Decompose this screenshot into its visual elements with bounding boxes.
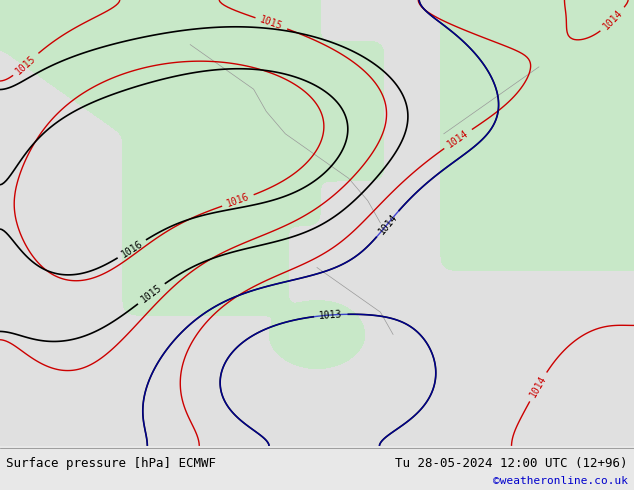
Text: 1014: 1014	[446, 128, 470, 149]
Text: 1015: 1015	[259, 15, 284, 32]
Text: ©weatheronline.co.uk: ©weatheronline.co.uk	[493, 476, 628, 486]
Text: 1016: 1016	[225, 192, 250, 209]
Point	[0, 442, 5, 450]
Text: Surface pressure [hPa] ECMWF: Surface pressure [hPa] ECMWF	[6, 457, 216, 470]
Point	[0, 442, 5, 450]
Text: 1014: 1014	[376, 212, 399, 236]
Text: 1015: 1015	[14, 53, 38, 76]
Text: 1014: 1014	[601, 8, 624, 31]
Text: 1015: 1015	[139, 283, 164, 305]
Text: Tu 28-05-2024 12:00 UTC (12+96): Tu 28-05-2024 12:00 UTC (12+96)	[395, 457, 628, 470]
Text: 1016: 1016	[119, 238, 145, 260]
Text: 1014: 1014	[527, 374, 548, 399]
Text: 1013: 1013	[319, 309, 343, 321]
